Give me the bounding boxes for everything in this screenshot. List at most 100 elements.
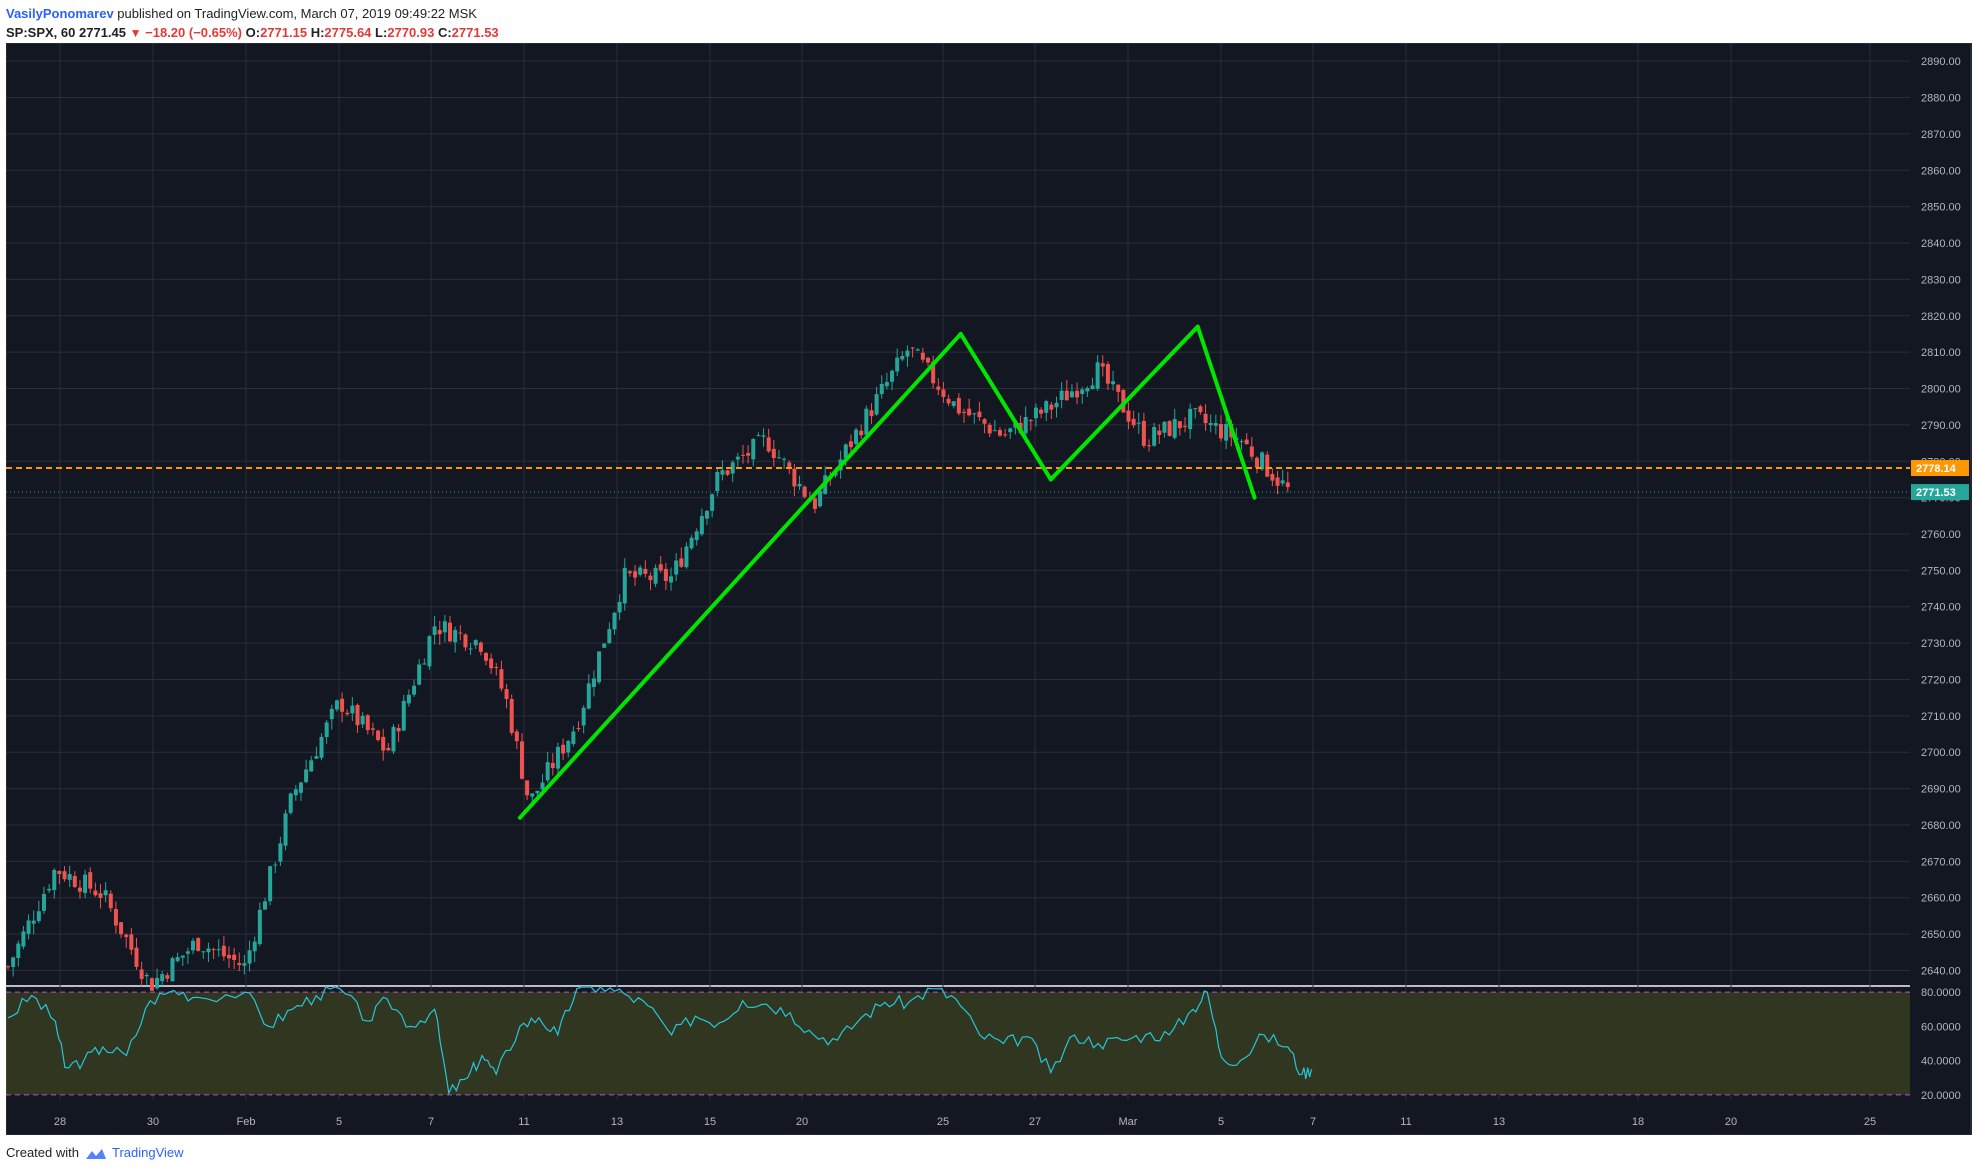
candle-up bbox=[751, 439, 756, 460]
candle-down bbox=[961, 411, 966, 413]
candle-up bbox=[360, 715, 365, 725]
close-label: C: bbox=[437, 25, 452, 40]
candle-up bbox=[782, 458, 787, 460]
price-chart[interactable]: 2890.002880.002870.002860.002850.002840.… bbox=[0, 0, 1972, 1140]
candle-down bbox=[1254, 457, 1259, 468]
candle-down bbox=[1049, 404, 1054, 410]
candle-down bbox=[1039, 409, 1044, 414]
time-tick-label: 13 bbox=[611, 1116, 623, 1128]
candle-down bbox=[725, 470, 730, 475]
candle-up bbox=[334, 700, 339, 710]
candle-up bbox=[201, 951, 206, 953]
candle-up bbox=[175, 957, 180, 962]
price-tick-label: 2820.00 bbox=[1921, 311, 1961, 323]
time-tick-label: 7 bbox=[428, 1116, 434, 1128]
candle-up bbox=[1080, 389, 1085, 394]
price-tick-label: 2850.00 bbox=[1921, 202, 1961, 214]
last-price: 2771.45 bbox=[79, 25, 126, 40]
close-value: 2771.53 bbox=[451, 25, 499, 40]
candle-down bbox=[108, 893, 113, 909]
candle-up bbox=[1008, 428, 1013, 433]
candle-down bbox=[1167, 421, 1172, 436]
tradingview-brand[interactable]: TradingView bbox=[112, 1145, 184, 1160]
candle-down bbox=[1003, 434, 1008, 436]
candle-up bbox=[905, 350, 910, 357]
candle-down bbox=[1131, 418, 1136, 426]
candle-up bbox=[268, 866, 273, 902]
candle-up bbox=[720, 470, 725, 475]
candle-up bbox=[1095, 362, 1100, 389]
rsi-band bbox=[6, 992, 1910, 1095]
candle-down bbox=[967, 408, 972, 416]
candle-down bbox=[1275, 477, 1280, 486]
level-price-tag bbox=[1911, 484, 1969, 501]
candle-down bbox=[1203, 413, 1208, 424]
price-tick-label: 2680.00 bbox=[1921, 820, 1961, 832]
candle-down bbox=[1064, 390, 1069, 401]
low-label: L: bbox=[375, 25, 388, 40]
candle-up bbox=[278, 843, 283, 862]
candle-up bbox=[298, 782, 303, 793]
price-tick-label: 2740.00 bbox=[1921, 602, 1961, 614]
price-tick-label: 2870.00 bbox=[1921, 129, 1961, 141]
candle-down bbox=[62, 871, 67, 880]
candle-down bbox=[1249, 446, 1254, 457]
candle-up bbox=[1059, 390, 1064, 400]
candle-down bbox=[72, 876, 77, 887]
candle-down bbox=[936, 386, 941, 390]
candle-up bbox=[581, 707, 586, 726]
candle-up bbox=[309, 760, 314, 772]
candle-down bbox=[910, 347, 915, 349]
pattern-trendline bbox=[1048, 324, 1200, 482]
candle-down bbox=[627, 571, 632, 574]
rsi-line bbox=[7, 986, 1313, 1096]
candle-down bbox=[93, 890, 98, 896]
candle-up bbox=[1172, 419, 1177, 438]
price-tick-label: 2790.00 bbox=[1921, 420, 1961, 432]
candle-up bbox=[1136, 422, 1141, 424]
candle-down bbox=[1116, 384, 1121, 392]
candle-up bbox=[1090, 385, 1095, 390]
chart-border bbox=[5, 42, 1972, 1136]
candle-up bbox=[843, 444, 848, 458]
candle-down bbox=[633, 571, 638, 578]
candle-down bbox=[119, 922, 124, 935]
candle-up bbox=[1213, 423, 1218, 426]
candle-up bbox=[293, 789, 298, 796]
candle-down bbox=[165, 975, 170, 979]
candle-up bbox=[16, 943, 21, 959]
pattern-trendline bbox=[517, 331, 963, 820]
candle-down bbox=[771, 448, 776, 458]
candle-down bbox=[1157, 430, 1162, 435]
candle-up bbox=[319, 736, 324, 758]
candle-up bbox=[1023, 416, 1028, 434]
author-link[interactable]: VasilyPonomarev bbox=[6, 6, 114, 21]
candle-up bbox=[67, 874, 72, 880]
time-tick-label: Feb bbox=[237, 1116, 256, 1128]
candle-up bbox=[273, 864, 278, 866]
candle-down bbox=[766, 437, 771, 452]
candle-up bbox=[638, 567, 643, 575]
candle-up bbox=[684, 546, 689, 568]
candle-down bbox=[124, 934, 129, 938]
candle-up bbox=[900, 355, 905, 360]
candles bbox=[6, 345, 1290, 991]
candle-up bbox=[797, 484, 802, 487]
candle-up bbox=[530, 793, 535, 797]
candle-up bbox=[31, 920, 36, 924]
candle-down bbox=[483, 653, 488, 661]
candle-up bbox=[653, 567, 658, 584]
price-tick-label: 2670.00 bbox=[1921, 856, 1961, 868]
candle-down bbox=[1198, 406, 1203, 413]
candle-down bbox=[1270, 474, 1275, 481]
candle-down bbox=[129, 934, 134, 950]
candle-up bbox=[417, 664, 422, 685]
candle-down bbox=[848, 441, 853, 448]
candle-down bbox=[931, 361, 936, 384]
candle-down bbox=[561, 744, 566, 754]
candle-up bbox=[391, 726, 396, 752]
candle-up bbox=[884, 382, 889, 387]
candle-up bbox=[247, 950, 252, 964]
price-pane-bg bbox=[6, 43, 1910, 985]
candle-down bbox=[196, 938, 201, 951]
